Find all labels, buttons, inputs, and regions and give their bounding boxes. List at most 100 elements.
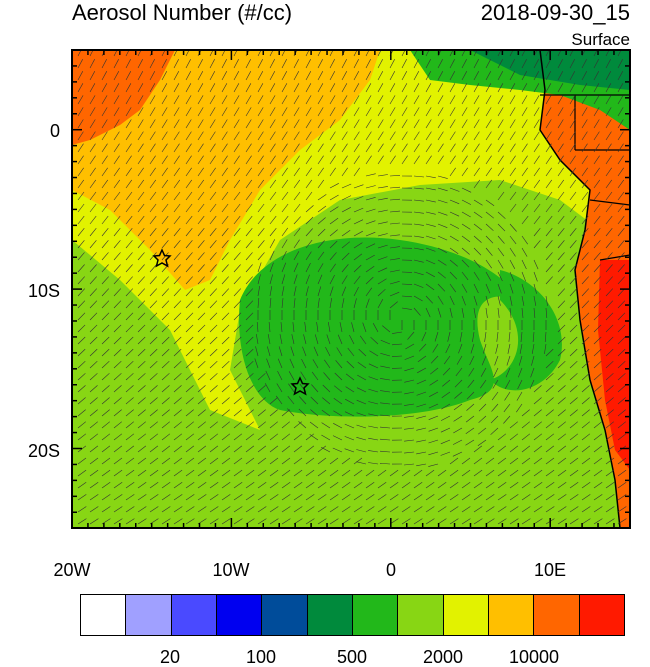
wind-barb [521, 481, 531, 489]
wind-barb [461, 481, 471, 489]
wind-barb [480, 367, 487, 377]
wind-barb [293, 143, 300, 153]
wind-barb [545, 494, 555, 501]
wind-barb [269, 95, 276, 105]
wind-barb [533, 307, 536, 319]
wind-barb [404, 403, 415, 406]
wind-barb [233, 469, 243, 477]
wind-barb [341, 230, 351, 237]
wind-barb [149, 119, 156, 129]
wind-barb [617, 107, 624, 117]
wind-barb [467, 379, 475, 388]
wind-barb [113, 131, 120, 141]
wind-barb [617, 59, 623, 69]
wind-barb [197, 131, 204, 141]
wind-barb [557, 179, 565, 189]
wind-barb [77, 373, 86, 381]
wind-barb [185, 373, 194, 381]
wind-barb [245, 240, 253, 249]
wind-barb [617, 240, 625, 249]
wind-barb [317, 457, 327, 465]
wind-barb [353, 506, 363, 513]
wind-barb [503, 415, 511, 424]
wind-barb [581, 240, 589, 249]
wind-barb [428, 403, 439, 409]
wind-barb [149, 457, 159, 465]
wind-barb [233, 385, 242, 393]
wind-barb [265, 370, 271, 381]
wind-barb [209, 312, 218, 321]
wind-barb [334, 385, 343, 393]
wind-barb [593, 119, 600, 129]
wind-barb [197, 50, 202, 57]
wind-barb [593, 421, 602, 429]
wind-barb [377, 59, 383, 69]
wind-barb [425, 283, 435, 291]
wind-barb [221, 83, 228, 93]
wind-barb [372, 323, 379, 333]
wind-barb [257, 191, 265, 201]
wind-barb [593, 240, 601, 249]
wind-barb [279, 334, 283, 345]
wind-barb [302, 346, 307, 357]
wind-barb [401, 494, 411, 501]
wind-barb [407, 331, 415, 340]
wind-barb [281, 469, 291, 477]
wind-barb [569, 95, 576, 105]
wind-barb [389, 83, 396, 93]
wind-barb [569, 324, 578, 333]
wind-barb [209, 373, 218, 381]
wind-barb [521, 445, 531, 453]
wind-barb [413, 131, 420, 141]
wind-barb [437, 187, 448, 192]
wind-barb [461, 307, 465, 318]
wind-barb [569, 518, 579, 525]
wind-barb [329, 274, 335, 285]
wind-barb [173, 191, 181, 201]
wind-barb [137, 264, 145, 273]
wind-barb [485, 481, 495, 489]
wind-barb [473, 155, 480, 165]
wind-barb [149, 155, 156, 165]
wind-barb [497, 50, 502, 57]
wind-barb [185, 385, 194, 393]
wind-barb [245, 264, 253, 273]
wind-barb [401, 83, 408, 93]
wind-barb [557, 506, 567, 513]
wind-barb [257, 421, 266, 429]
wind-barb [442, 367, 451, 376]
wind-barb [293, 83, 300, 93]
wind-barb [209, 469, 219, 477]
wind-barb [173, 433, 183, 441]
wind-barb [497, 71, 504, 81]
wind-barb [581, 252, 589, 261]
wind-barb [77, 433, 87, 441]
wind-barb [245, 421, 254, 429]
wind-barb [305, 167, 312, 177]
wind-barb [197, 360, 206, 369]
wind-barb [137, 518, 147, 525]
wind-barb [505, 367, 511, 378]
wind-barb [434, 331, 439, 342]
wind-barb [101, 276, 109, 285]
wind-barb [581, 71, 588, 81]
wind-barb [533, 215, 541, 225]
wind-barb [137, 59, 143, 69]
wind-barb [533, 143, 540, 153]
wind-barb [521, 271, 526, 282]
wind-barb [353, 107, 360, 117]
wind-barb [593, 481, 603, 489]
wind-barb [379, 450, 391, 453]
wind-barb [221, 167, 228, 177]
wind-barb [209, 506, 219, 513]
lat-label-20s: 20S [27, 441, 60, 461]
wind-barb [368, 401, 379, 405]
wind-barb [521, 247, 528, 257]
wind-barb [125, 215, 133, 225]
wind-barb [557, 167, 564, 177]
wind-barb [461, 223, 471, 230]
wind-barb [317, 240, 325, 249]
wind-barb [113, 494, 123, 501]
wind-barb [593, 360, 602, 369]
wind-barb [233, 95, 240, 105]
